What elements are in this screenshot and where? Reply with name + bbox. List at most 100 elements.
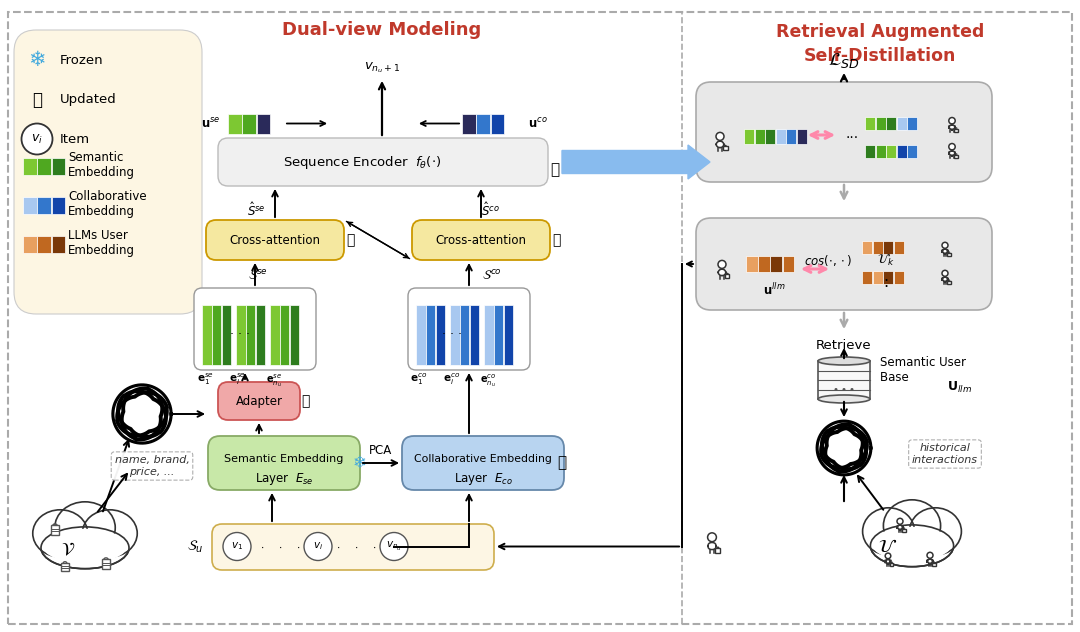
Circle shape <box>380 533 408 561</box>
Bar <box>228 114 242 134</box>
Ellipse shape <box>883 498 941 552</box>
Text: $v_i$: $v_i$ <box>313 540 323 552</box>
Bar <box>883 241 893 254</box>
Bar <box>724 147 728 150</box>
FancyBboxPatch shape <box>927 559 933 564</box>
FancyBboxPatch shape <box>194 288 316 370</box>
Bar <box>873 241 882 254</box>
Bar <box>436 305 445 365</box>
Circle shape <box>835 388 837 391</box>
FancyBboxPatch shape <box>14 30 202 314</box>
Text: Layer  $E_{se}$: Layer $E_{se}$ <box>255 471 313 487</box>
Text: $\mathcal{L}_{SD}$: $\mathcal{L}_{SD}$ <box>828 51 860 70</box>
Text: Semantic Embedding: Semantic Embedding <box>225 454 343 464</box>
Bar <box>755 128 765 144</box>
Bar <box>883 271 893 284</box>
Bar <box>102 559 110 569</box>
Text: historical
interactions: historical interactions <box>912 443 978 465</box>
Bar <box>484 305 494 365</box>
Bar <box>280 305 289 365</box>
Text: Semantic
Embedding: Semantic Embedding <box>68 151 135 179</box>
Text: $v_i$: $v_i$ <box>31 133 43 145</box>
Ellipse shape <box>902 516 945 557</box>
Bar <box>766 128 775 144</box>
Ellipse shape <box>50 518 96 559</box>
Bar <box>797 128 807 144</box>
Circle shape <box>718 260 726 269</box>
FancyBboxPatch shape <box>949 150 955 155</box>
FancyBboxPatch shape <box>707 542 716 550</box>
Circle shape <box>927 552 933 558</box>
Bar <box>896 116 907 130</box>
Bar <box>894 241 904 254</box>
Text: 🔥: 🔥 <box>32 91 42 109</box>
Bar <box>212 305 221 365</box>
FancyBboxPatch shape <box>886 559 891 564</box>
Bar <box>23 236 37 253</box>
Bar <box>746 255 757 272</box>
Text: $\cdot$: $\cdot$ <box>278 542 282 552</box>
FancyBboxPatch shape <box>942 249 948 253</box>
FancyBboxPatch shape <box>696 218 993 310</box>
Text: Layer  $E_{co}$: Layer $E_{co}$ <box>454 471 512 487</box>
FancyBboxPatch shape <box>212 524 494 570</box>
Text: $cos(\cdot,\cdot)$: $cos(\cdot,\cdot)$ <box>804 253 852 267</box>
Bar <box>62 563 69 571</box>
Text: $\mathbf{e}_i^{se}$: $\mathbf{e}_i^{se}$ <box>229 372 246 387</box>
Bar <box>23 158 37 175</box>
Circle shape <box>222 533 251 561</box>
Text: Adapter: Adapter <box>235 394 283 408</box>
Bar <box>887 145 896 158</box>
Text: Dual-view Modeling: Dual-view Modeling <box>282 21 482 39</box>
Text: $\mathbf{U}_{llm}$: $\mathbf{U}_{llm}$ <box>947 379 972 394</box>
Text: name, brand,
price, ...: name, brand, price, ... <box>114 455 189 477</box>
Ellipse shape <box>879 516 922 557</box>
Text: $v_1$: $v_1$ <box>231 540 243 552</box>
Text: :: : <box>883 274 889 289</box>
Text: Updated: Updated <box>60 94 117 107</box>
Bar <box>476 114 490 134</box>
Bar <box>786 128 796 144</box>
Circle shape <box>897 518 903 525</box>
Bar <box>947 253 950 256</box>
Ellipse shape <box>55 501 116 554</box>
Bar <box>725 274 729 279</box>
Bar <box>902 529 906 532</box>
Bar <box>289 305 299 365</box>
Bar <box>862 271 872 284</box>
Ellipse shape <box>872 527 953 561</box>
Bar <box>52 236 65 253</box>
Text: $\mathcal{S}_u$: $\mathcal{S}_u$ <box>187 538 204 555</box>
FancyBboxPatch shape <box>949 125 955 130</box>
Text: $\mathcal{S}^{co}$: $\mathcal{S}^{co}$ <box>482 269 502 283</box>
Bar <box>270 305 280 365</box>
Bar <box>52 158 65 175</box>
Bar <box>955 129 958 132</box>
FancyBboxPatch shape <box>942 277 948 282</box>
Bar <box>890 563 893 566</box>
FancyBboxPatch shape <box>208 436 360 490</box>
Text: 🔥: 🔥 <box>346 233 354 247</box>
Ellipse shape <box>82 508 137 557</box>
Text: $\cdot$: $\cdot$ <box>336 542 340 552</box>
Text: Retrieve: Retrieve <box>816 339 872 351</box>
Text: $\mathcal{U}$: $\mathcal{U}$ <box>878 538 897 556</box>
FancyBboxPatch shape <box>408 288 530 370</box>
FancyBboxPatch shape <box>218 138 548 186</box>
Text: 🔥: 🔥 <box>551 162 559 178</box>
FancyArrow shape <box>562 145 710 179</box>
FancyBboxPatch shape <box>402 436 564 490</box>
Text: LLMs User
Embedding: LLMs User Embedding <box>68 229 135 257</box>
Circle shape <box>949 143 955 150</box>
Text: $v_{n_u+1}$: $v_{n_u+1}$ <box>364 61 401 75</box>
Ellipse shape <box>863 506 915 556</box>
Bar <box>896 145 907 158</box>
Bar <box>503 305 513 365</box>
Circle shape <box>949 118 955 124</box>
Circle shape <box>942 270 948 276</box>
Bar <box>876 145 886 158</box>
Text: $\mathbf{e}_1^{se}$: $\mathbf{e}_1^{se}$ <box>198 372 215 387</box>
Text: PCA: PCA <box>369 444 393 456</box>
FancyBboxPatch shape <box>696 82 993 182</box>
Text: Retrieval Augmented: Retrieval Augmented <box>775 23 984 41</box>
